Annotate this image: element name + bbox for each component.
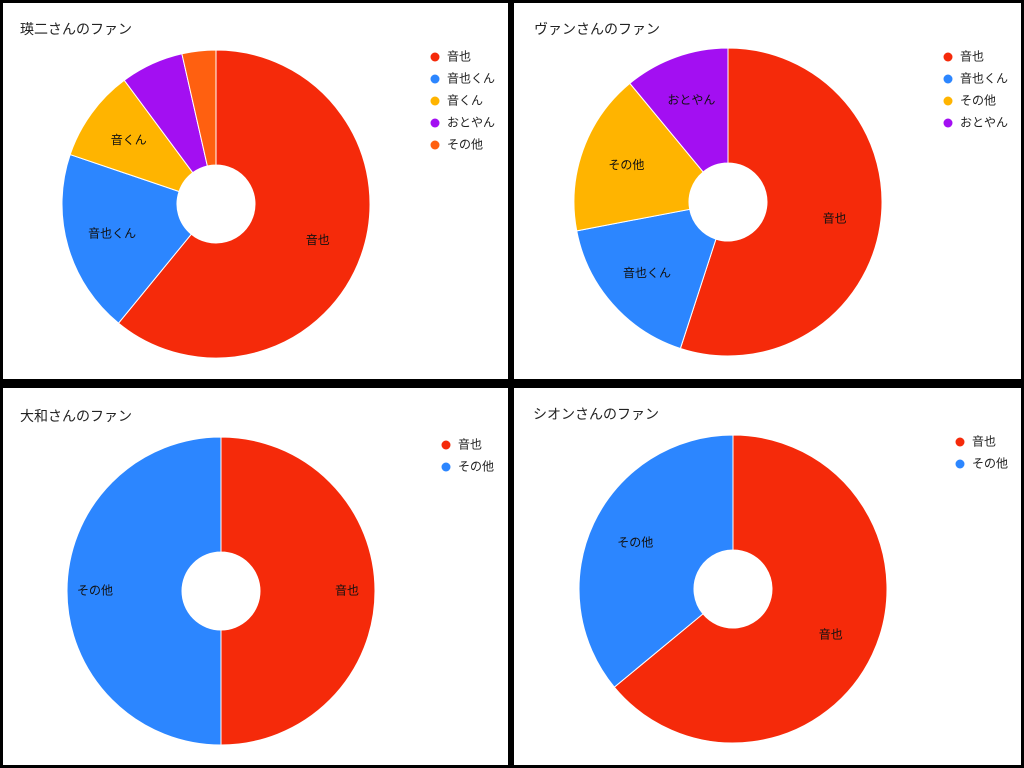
legend-swatch — [943, 96, 953, 106]
chart-title: ヴァンさんのファン — [534, 21, 660, 38]
legend-label: その他 — [458, 460, 494, 474]
legend-label: 音也 — [972, 434, 996, 449]
slice-label: 音也くん — [88, 225, 136, 240]
pie-slice — [679, 47, 883, 357]
legend-label: おとやん — [447, 116, 495, 130]
pie-slice — [613, 434, 888, 744]
chart-title: 瑛二さんのファン — [20, 22, 132, 38]
legend-label: 音也 — [458, 437, 482, 452]
pie-slice — [181, 49, 217, 167]
chart-title: 大和さんのファン — [20, 409, 132, 425]
legend-swatch — [955, 437, 965, 447]
slice-label: 音也 — [306, 232, 330, 247]
legend-swatch — [943, 74, 953, 84]
pie-slice — [117, 49, 371, 359]
pie-slice — [69, 79, 194, 193]
legend-swatch — [441, 440, 451, 450]
legend-swatch — [430, 96, 440, 106]
pie-slice — [66, 436, 222, 746]
legend-label: その他 — [960, 94, 996, 108]
slice-label: その他 — [608, 158, 644, 172]
chart-panel-eiji: 瑛二さんのファン 音也 音也くん 音くん 音也 音也くん 音くん おとやん その他 — [3, 3, 508, 379]
slice-label: 音也 — [819, 626, 843, 641]
legend-swatch — [430, 118, 440, 128]
pie-slice — [220, 436, 376, 746]
slice-label: 音也くん — [623, 265, 671, 280]
chart-panel-shion: シオンさんのファン 音也 その他 音也 その他 — [514, 388, 1021, 765]
legend-label: その他 — [972, 457, 1008, 471]
chart-panel-yamato: 大和さんのファン 音也 その他 音也 その他 — [3, 388, 508, 765]
chart-panel-van: ヴァンさんのファン 音也 音也くん その他 おとやん 音也 音也くん その他 おとやん — [514, 3, 1021, 379]
legend-swatch — [430, 140, 440, 150]
pie-slice — [61, 153, 193, 324]
pie-slice — [578, 434, 734, 688]
slice-label: その他 — [77, 584, 113, 598]
slice-label: 音也 — [823, 210, 847, 225]
pie-slice — [629, 47, 729, 173]
legend-label: 音也くん — [960, 71, 1008, 86]
legend-label: おとやん — [960, 116, 1008, 130]
pie-slice — [573, 82, 704, 232]
slice-label: 音也 — [335, 583, 359, 598]
pie-slice — [576, 208, 717, 350]
chart-title: シオンさんのファン — [533, 407, 659, 423]
legend-swatch — [430, 52, 440, 62]
legend-label: 音くん — [447, 93, 483, 108]
slice-label: その他 — [617, 536, 653, 550]
legend-label: 音也 — [960, 49, 984, 64]
slice-label: 音くん — [111, 132, 147, 147]
legend-swatch — [441, 462, 451, 472]
legend-label: 音也 — [447, 49, 471, 64]
legend-swatch — [943, 118, 953, 128]
legend-label: 音也くん — [447, 71, 495, 86]
slice-label: おとやん — [667, 93, 715, 107]
legend-swatch — [955, 459, 965, 469]
legend-swatch — [430, 74, 440, 84]
legend-label: その他 — [447, 138, 483, 152]
legend-swatch — [943, 52, 953, 62]
